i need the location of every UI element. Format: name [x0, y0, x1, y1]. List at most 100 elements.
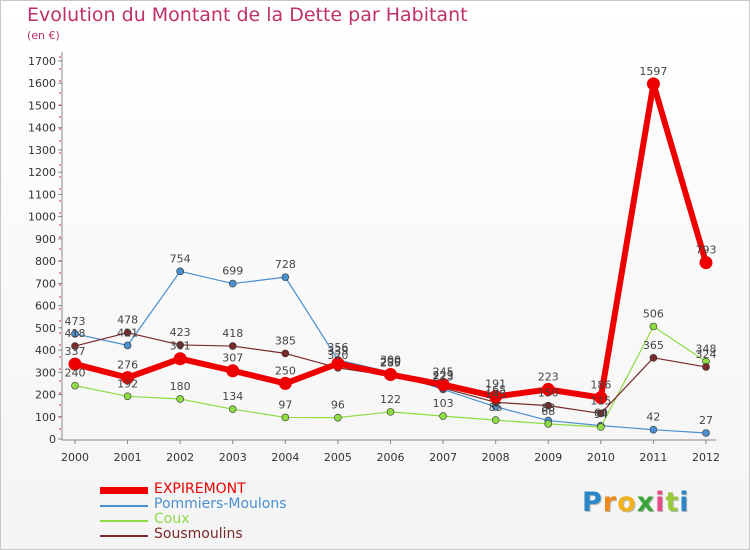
data-label: 1597: [639, 65, 667, 78]
data-label: 245: [433, 366, 454, 379]
y-tick-label: 1300: [28, 144, 56, 157]
y-tick-label: 400: [35, 344, 56, 357]
data-label: 337: [65, 345, 86, 358]
data-label: 115: [590, 394, 611, 407]
data-point: [491, 416, 500, 424]
data-point: [649, 425, 658, 434]
y-tick-label: 700: [35, 277, 56, 290]
logo-letter: i: [679, 487, 690, 518]
data-point: [544, 420, 553, 428]
data-label: 145: [485, 388, 506, 401]
data-point: [123, 328, 132, 337]
data-label: 356: [327, 341, 348, 354]
logo-letter: r: [602, 487, 618, 518]
data-label: 191: [485, 378, 506, 391]
data-point: [334, 413, 342, 422]
data-point: [699, 256, 713, 270]
data-label: 103: [433, 397, 454, 410]
data-point: [597, 409, 605, 418]
data-label: 276: [117, 359, 138, 372]
data-label: 473: [65, 315, 86, 328]
logo-letter: t: [665, 487, 680, 518]
y-tick-label: 1200: [28, 166, 56, 179]
y-tick-label: 1600: [28, 77, 56, 90]
proxiti-logo: Proxiti: [582, 487, 690, 518]
data-label: 421: [117, 326, 138, 339]
data-label: 365: [643, 339, 664, 352]
legend-swatch: [100, 505, 148, 507]
data-label: 134: [222, 390, 243, 403]
x-tick-label: 2008: [482, 451, 510, 464]
data-label: 83: [541, 402, 555, 415]
legend-swatch: [100, 535, 148, 537]
data-point: [281, 273, 290, 281]
data-label: 285: [380, 357, 401, 370]
y-tick-label: 0: [49, 433, 56, 446]
logo-letter: P: [582, 487, 603, 518]
data-label: 223: [433, 370, 454, 383]
data-point: [649, 354, 658, 362]
data-point: [646, 77, 660, 91]
data-point: [176, 341, 184, 349]
y-tick-label: 600: [35, 300, 56, 313]
data-point: [123, 341, 132, 350]
data-label: 150: [538, 387, 559, 400]
x-tick-label: 2009: [534, 451, 562, 464]
legend-swatch: [100, 487, 148, 494]
y-tick-label: 800: [35, 255, 56, 268]
data-point: [649, 322, 658, 331]
data-point: [436, 378, 450, 392]
data-label: 165: [485, 383, 506, 396]
data-label: 300: [380, 353, 401, 366]
data-label: 186: [590, 379, 611, 392]
data-label: 240: [65, 367, 86, 380]
y-tick-label: 1100: [28, 188, 56, 201]
data-label: 54: [594, 408, 608, 421]
data-point: [278, 376, 292, 390]
data-label: 339: [327, 345, 348, 358]
data-point: [541, 382, 555, 396]
data-label: 320: [327, 349, 348, 362]
y-tick-label: 300: [35, 366, 56, 379]
data-point: [176, 267, 184, 276]
data-point: [702, 429, 710, 437]
data-label: 96: [331, 399, 345, 412]
y-tick-label: 1500: [28, 99, 56, 112]
data-point: [489, 390, 503, 404]
legend-label: Pommiers-Moulons: [154, 496, 287, 512]
x-tick-label: 2007: [429, 451, 457, 464]
y-tick-label: 1400: [28, 122, 56, 135]
data-label: 85: [489, 401, 503, 414]
data-label: 223: [538, 370, 559, 383]
x-tick-label: 2004: [271, 451, 299, 464]
logo-letter: o: [617, 487, 637, 518]
y-tick-label: 500: [35, 322, 56, 335]
data-label: 192: [117, 377, 138, 390]
data-point: [386, 408, 395, 416]
data-label: 250: [275, 364, 296, 377]
data-point: [121, 371, 135, 385]
data-point: [228, 405, 237, 414]
data-label: 60: [594, 407, 608, 420]
data-point: [281, 349, 290, 358]
data-point: [226, 364, 240, 378]
x-tick-label: 2002: [166, 451, 194, 464]
data-point: [594, 391, 608, 405]
data-label: 180: [170, 380, 191, 393]
data-point: [173, 352, 187, 366]
data-point: [71, 330, 79, 338]
x-tick-label: 2005: [324, 451, 352, 464]
chart-subtitle: (en €): [27, 29, 60, 42]
data-point: [68, 357, 82, 371]
data-label: 122: [380, 393, 401, 406]
data-point: [281, 413, 290, 422]
data-point: [71, 342, 79, 350]
y-tick-label: 200: [35, 389, 56, 402]
data-label: 423: [170, 326, 191, 339]
data-label: 307: [222, 352, 243, 365]
data-point: [228, 279, 237, 288]
data-label: 754: [170, 252, 191, 265]
data-label: 699: [222, 265, 243, 278]
data-label: 728: [275, 258, 296, 271]
